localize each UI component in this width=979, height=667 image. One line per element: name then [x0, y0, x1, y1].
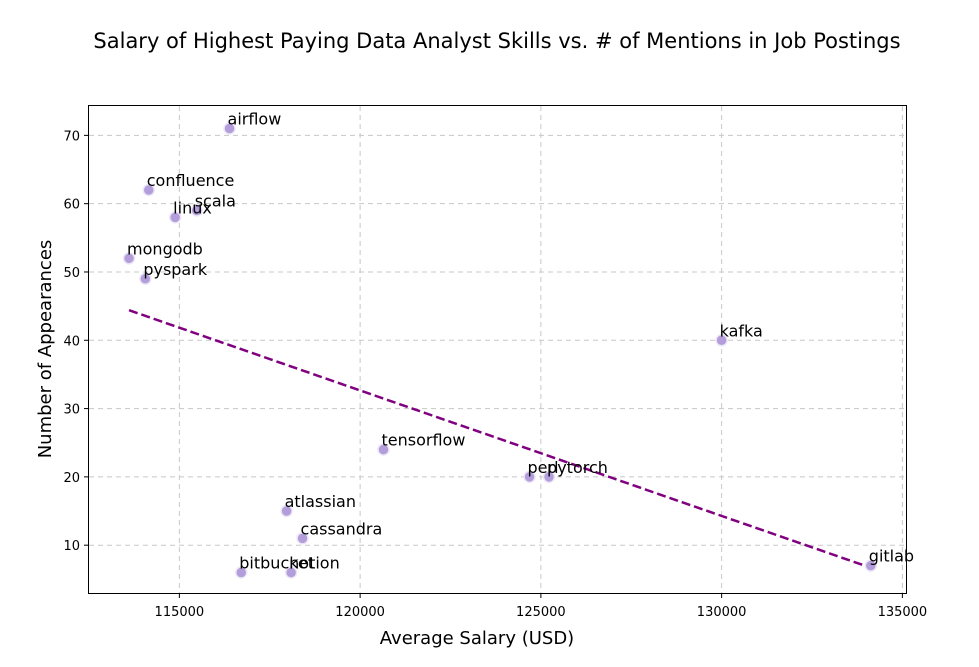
trend-line-group — [128, 309, 872, 569]
data-point-pytorch — [542, 470, 556, 484]
x-axis-label: Average Salary (USD) — [380, 628, 574, 649]
point-label-airflow: airflow — [228, 110, 282, 129]
x-tick-label: 125000 — [516, 605, 566, 620]
y-tick-label: 60 — [63, 198, 80, 213]
point-label-bitbucket: bitbucket — [239, 554, 314, 573]
y-tick-label: 30 — [63, 403, 80, 418]
data-point-linux — [168, 211, 182, 224]
point-label-mongodb: mongodb — [127, 239, 203, 258]
data-point-confluence — [142, 183, 156, 197]
data-point-notion — [284, 566, 298, 579]
y-tick-label: 50 — [63, 266, 80, 281]
data-point-perl — [523, 470, 536, 484]
y-tick-label: 40 — [63, 334, 80, 349]
data-point-mongodb — [122, 252, 136, 265]
data-point-scala — [190, 204, 203, 217]
data-points — [122, 122, 878, 579]
axis-ticks: 115000 120000 125000 130000 135000 10 20 30 40 50… — [63, 129, 927, 620]
data-point-bitbucket — [235, 566, 248, 579]
point-label-pytorch: pytorch — [547, 458, 608, 477]
point-label-linux: linux — [173, 198, 212, 217]
data-point-kafka — [715, 334, 728, 347]
x-tick-label: 130000 — [697, 605, 747, 620]
x-tick-label: 135000 — [878, 605, 928, 620]
point-label-perl: perl — [528, 458, 559, 477]
data-point-tensorflow — [377, 443, 390, 456]
point-label-tensorflow: tensorflow — [382, 431, 466, 450]
point-label-scala: scala — [195, 192, 236, 211]
trend-line — [128, 309, 872, 569]
point-label-atlassian: atlassian — [285, 492, 356, 511]
y-tick-label: 20 — [63, 471, 80, 486]
data-point-airflow — [223, 122, 236, 135]
point-label-pyspark: pyspark — [143, 260, 208, 279]
data-point-gitlab — [864, 559, 878, 572]
point-label-cassandra: cassandra — [301, 519, 383, 538]
y-tick-label: 10 — [63, 539, 80, 554]
point-label-notion: notion — [289, 554, 340, 573]
y-axis-label: Number of Appearances — [35, 240, 56, 459]
data-point-atlassian — [280, 504, 293, 518]
x-tick-label: 115000 — [155, 605, 205, 620]
grid — [89, 106, 906, 593]
data-point-pyspark — [139, 272, 152, 286]
point-label-confluence: confluence — [147, 171, 235, 190]
x-tick-label: 120000 — [335, 605, 385, 620]
point-label-gitlab: gitlab — [869, 547, 914, 566]
point-label-kafka: kafka — [720, 321, 763, 340]
data-point-cassandra — [296, 532, 309, 545]
y-tick-label: 70 — [63, 129, 80, 144]
plot-frame — [88, 105, 907, 594]
chart-title: Salary of Highest Paying Data Analyst Sk… — [93, 29, 900, 53]
